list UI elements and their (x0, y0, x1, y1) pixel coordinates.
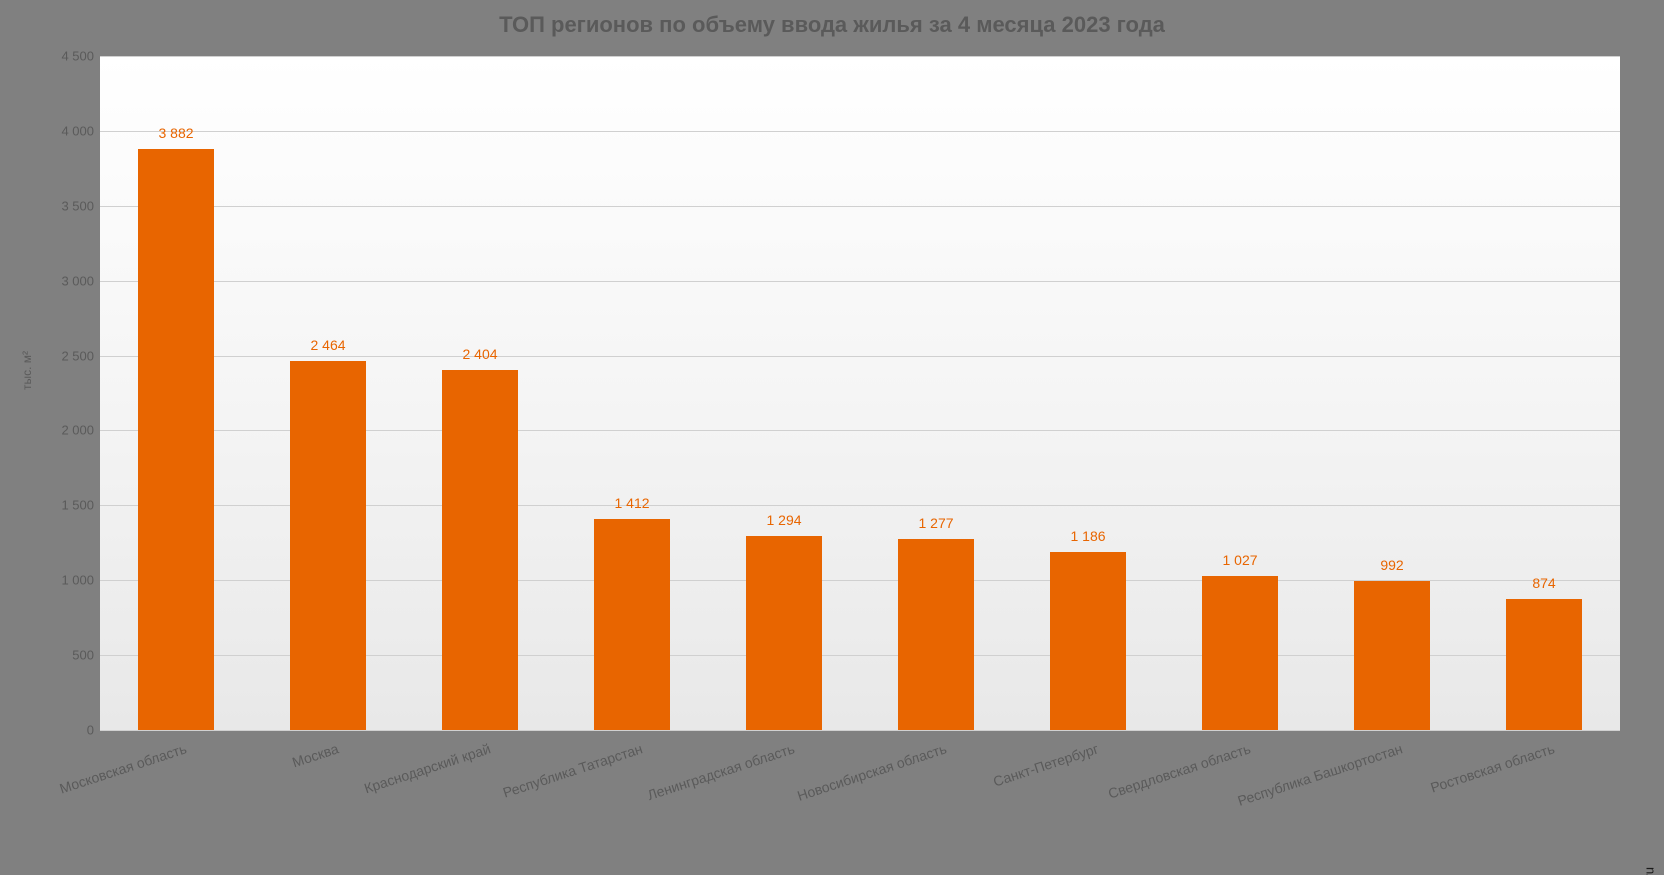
bar-value-label: 2 404 (462, 346, 497, 362)
y-tick-label: 1 000 (34, 573, 94, 588)
bar (898, 539, 974, 730)
bar (290, 361, 366, 730)
bar (1202, 576, 1278, 730)
bar (746, 536, 822, 730)
y-tick-label: 3 500 (34, 198, 94, 213)
y-tick-label: 4 000 (34, 123, 94, 138)
bar-value-label: 1 294 (766, 512, 801, 528)
gridline (100, 56, 1620, 57)
gridline (100, 206, 1620, 207)
bar-value-label: 1 412 (614, 495, 649, 511)
bar-value-label: 1 277 (918, 515, 953, 531)
bar-value-label: 874 (1532, 575, 1555, 591)
y-tick-label: 3 000 (34, 273, 94, 288)
chart-title: ТОП регионов по объему ввода жилья за 4 … (0, 12, 1664, 38)
bar-value-label: 2 464 (310, 337, 345, 353)
category-labels: Московская областьМоскваКраснодарский кр… (100, 730, 1620, 870)
bar-value-label: 1 027 (1222, 552, 1257, 568)
bar-value-label: 3 882 (158, 125, 193, 141)
gridline (100, 281, 1620, 282)
plot-area: 3 882 2 464 2 404 1 412 1 294 1 277 1 186 1 027… (100, 56, 1620, 730)
bar (1050, 552, 1126, 730)
bar-value-label: 1 186 (1070, 528, 1105, 544)
y-tick-label: 0 (34, 723, 94, 738)
bar (1354, 581, 1430, 730)
gridline (100, 131, 1620, 132)
bar (594, 519, 670, 730)
y-tick-label: 1 500 (34, 498, 94, 513)
gridline (100, 356, 1620, 357)
bar (442, 370, 518, 730)
bar (138, 149, 214, 730)
chart-container: ТОП регионов по объему ввода жилья за 4 … (0, 0, 1664, 875)
bar-value-label: 992 (1380, 557, 1403, 573)
y-tick-label: 2 000 (34, 423, 94, 438)
source-credit: © erzrf.ru (1641, 867, 1656, 875)
y-tick-label: 2 500 (34, 348, 94, 363)
bar (1506, 599, 1582, 730)
y-axis-label: тыс. м² (20, 351, 34, 390)
y-tick-label: 500 (34, 648, 94, 663)
y-tick-label: 4 500 (34, 49, 94, 64)
